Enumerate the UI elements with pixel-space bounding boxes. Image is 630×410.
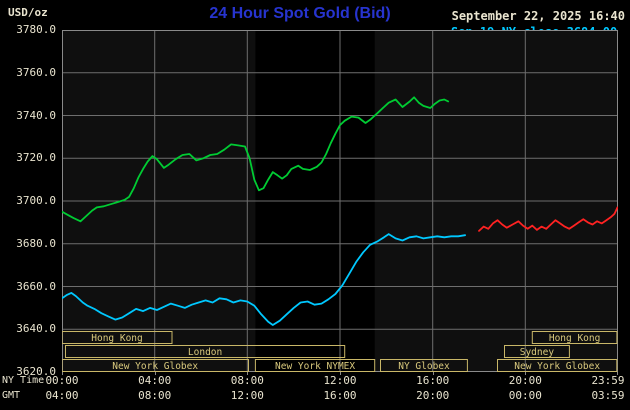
y-axis-label: 3640.0 — [16, 322, 56, 336]
y-axis-label: 3700.0 — [16, 194, 56, 207]
session-label: NY Globex — [398, 361, 450, 372]
x-axis-label-gmt: 16:00 — [323, 389, 357, 402]
chart-title: 24 Hour Spot Gold (Bid) — [209, 5, 391, 22]
ny-time-axis-label: NY Time — [2, 375, 45, 386]
x-axis-tick — [62, 372, 63, 375]
x-axis-label-ny: 16:00 — [416, 374, 450, 387]
x-axis-label-gmt: 20:00 — [416, 389, 450, 402]
session-band — [254, 359, 376, 372]
x-axis-label-ny: 00:00 — [45, 374, 79, 387]
session-label: New York Globex — [112, 361, 198, 372]
y-axis-label: 3740.0 — [16, 108, 56, 122]
session-band — [531, 331, 618, 344]
x-axis-label-ny: 12:00 — [323, 374, 357, 387]
x-axis-tick — [154, 372, 156, 375]
session-label: Hong Kong — [549, 333, 600, 344]
x-axis-label-ny: 20:00 — [508, 374, 542, 387]
session-band — [62, 331, 173, 344]
x-axis-label-gmt: 03:59 — [591, 389, 625, 402]
x-axis-tick — [617, 372, 618, 375]
x-axis-label-ny: 08:00 — [230, 374, 264, 387]
x-axis-label-gmt: 00:00 — [508, 389, 542, 402]
series-line-sep19 — [62, 233, 467, 326]
y-axis-label: 3620.0 — [16, 365, 56, 378]
session-band — [62, 359, 249, 372]
gmt-axis-label: GMT — [2, 390, 21, 401]
session-band — [504, 345, 570, 358]
price-plot: Hong Kong Hong Kong London Sydney New York G… — [62, 30, 618, 372]
x-axis-tick — [247, 372, 249, 375]
session-label: Sydney — [520, 347, 555, 358]
session-label: New York NYMEX — [275, 361, 355, 372]
session-label: Hong Kong — [91, 333, 142, 344]
x-axis-label-gmt: 12:00 — [230, 389, 264, 402]
series-line-sep22 — [62, 96, 450, 223]
x-axis-label-gmt: 04:00 — [45, 389, 79, 402]
y-axis-label: 3660.0 — [16, 279, 56, 293]
y-axis-label: 3680.0 — [16, 236, 56, 250]
chart-datetime: September 22, 2025 16:40 — [451, 9, 625, 23]
session-band — [497, 359, 618, 372]
x-axis-tick — [340, 372, 341, 375]
session-label: New York Globex — [514, 361, 600, 372]
session-label: London — [188, 347, 222, 358]
x-axis-label-gmt: 08:00 — [138, 389, 172, 402]
x-axis-tick — [432, 372, 434, 375]
y-axis-label: 3760.0 — [16, 65, 56, 79]
x-axis-tick — [525, 372, 527, 375]
session-band — [380, 359, 468, 372]
x-axis-label-ny: 23:59 — [591, 374, 625, 387]
series-line-sep21 — [478, 206, 618, 232]
session-band — [65, 345, 346, 358]
y-axis-label: 3780.0 — [16, 23, 56, 36]
y-axis-label: 3720.0 — [16, 151, 56, 165]
price-unit-label: USD/oz — [8, 6, 48, 19]
x-axis-label-ny: 04:00 — [138, 374, 172, 387]
